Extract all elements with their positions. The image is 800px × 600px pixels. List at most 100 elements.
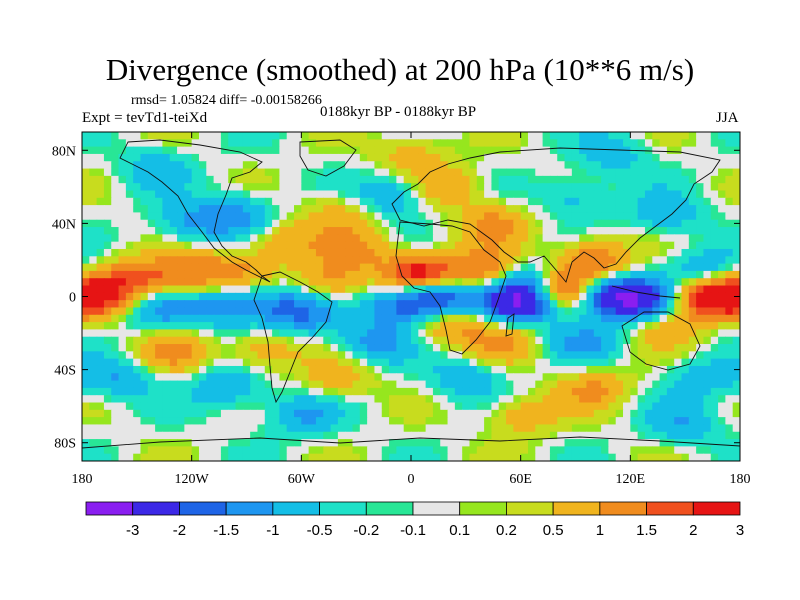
heatmap-cell <box>396 329 405 338</box>
heatmap-cell <box>557 292 566 301</box>
heatmap-cell <box>389 365 397 374</box>
heatmap-cell <box>484 183 493 192</box>
heatmap-cell <box>637 278 646 287</box>
heatmap-cell <box>315 329 324 338</box>
heatmap-cell <box>703 373 712 382</box>
heatmap-cell <box>644 139 653 148</box>
heatmap-cell <box>82 183 90 192</box>
heatmap-cell <box>381 146 390 155</box>
heatmap-cell <box>725 417 734 426</box>
heatmap-cell <box>294 373 302 382</box>
heatmap-cell <box>118 175 127 184</box>
heatmap-cell <box>666 409 675 418</box>
heatmap-cell <box>703 219 712 228</box>
heatmap-cell <box>403 424 412 433</box>
colorbar-label: 1.5 <box>636 522 657 539</box>
heatmap-cell <box>374 292 383 301</box>
y-tick-label: 0 <box>69 291 76 306</box>
heatmap-cell <box>462 446 471 455</box>
heatmap-cell <box>323 358 332 367</box>
heatmap-cell <box>549 300 558 309</box>
heatmap-cell <box>264 175 273 184</box>
heatmap-cell <box>294 314 302 323</box>
heatmap-cell <box>389 241 397 250</box>
heatmap-cell <box>294 219 302 228</box>
heatmap-cell <box>184 292 193 301</box>
heatmap-cell <box>125 351 134 360</box>
heatmap-cell <box>213 278 222 287</box>
heatmap-cell <box>696 241 705 250</box>
heatmap-cell <box>681 322 690 330</box>
heatmap-cell <box>425 453 434 461</box>
heatmap-cell <box>666 344 675 352</box>
heatmap-cell <box>155 314 164 323</box>
heatmap-cell <box>294 197 302 206</box>
heatmap-cell <box>564 446 573 455</box>
heatmap-cell <box>103 219 112 228</box>
heatmap-cell <box>250 439 259 447</box>
heatmap-cell <box>454 373 463 382</box>
heatmap-cell <box>279 446 288 455</box>
heatmap-cell <box>476 373 485 382</box>
heatmap-cell <box>710 161 719 170</box>
heatmap-cell <box>315 175 324 184</box>
heatmap-cell <box>623 139 631 148</box>
heatmap-cell <box>323 365 332 374</box>
heatmap-cell <box>345 417 354 426</box>
heatmap-cell <box>403 387 412 396</box>
heatmap-cell <box>345 336 354 345</box>
heatmap-cell <box>630 453 639 461</box>
heatmap-cell <box>520 263 529 272</box>
heatmap-cell <box>96 205 105 214</box>
heatmap-cell <box>184 153 193 162</box>
heatmap-cell <box>593 329 602 338</box>
heatmap-cell <box>527 132 536 140</box>
heatmap-cell <box>469 234 478 243</box>
heatmap-cell <box>198 380 207 389</box>
heatmap-cell <box>469 205 478 214</box>
heatmap-cell <box>184 270 193 279</box>
heatmap-cell <box>506 285 514 294</box>
heatmap-cell <box>330 278 339 287</box>
heatmap-cell <box>162 446 171 455</box>
heatmap-cell <box>535 380 544 389</box>
heatmap-cell <box>447 387 456 396</box>
heatmap-cell <box>579 314 588 323</box>
heatmap-cell <box>462 380 471 389</box>
heatmap-cell <box>396 212 405 221</box>
heatmap-cell <box>184 402 193 411</box>
heatmap-cell <box>732 278 740 287</box>
heatmap-cell <box>228 344 237 352</box>
heatmap-cell <box>637 431 646 440</box>
heatmap-cell <box>623 446 631 455</box>
heatmap-cell <box>155 380 164 389</box>
heatmap-cell <box>133 380 142 389</box>
heatmap-cell <box>557 402 566 411</box>
heatmap-cell <box>389 168 397 177</box>
heatmap-cell <box>527 380 536 389</box>
heatmap-cell <box>359 263 368 272</box>
heatmap-cell <box>374 139 383 148</box>
heatmap-cell <box>337 161 346 170</box>
heatmap-cell <box>608 417 617 426</box>
heatmap-cell <box>272 329 280 338</box>
heatmap-cell <box>89 402 98 411</box>
heatmap-cell <box>447 395 456 404</box>
colorbar-label: 0.1 <box>449 522 470 539</box>
heatmap-cell <box>491 212 500 221</box>
heatmap-cell <box>352 387 361 396</box>
heatmap-cell <box>184 336 193 345</box>
heatmap-cell <box>228 453 237 461</box>
heatmap-cell <box>330 409 339 418</box>
heatmap-cell <box>213 424 222 433</box>
heatmap-cell <box>198 248 207 257</box>
heatmap-cell <box>242 402 251 411</box>
heatmap-cell <box>476 227 485 235</box>
heatmap-cell <box>133 146 142 155</box>
heatmap-cell <box>725 219 734 228</box>
heatmap-cell <box>403 431 412 440</box>
heatmap-cell <box>411 453 419 461</box>
heatmap-cell <box>484 205 493 214</box>
heatmap-cell <box>155 161 164 170</box>
heatmap-cell <box>623 424 631 433</box>
